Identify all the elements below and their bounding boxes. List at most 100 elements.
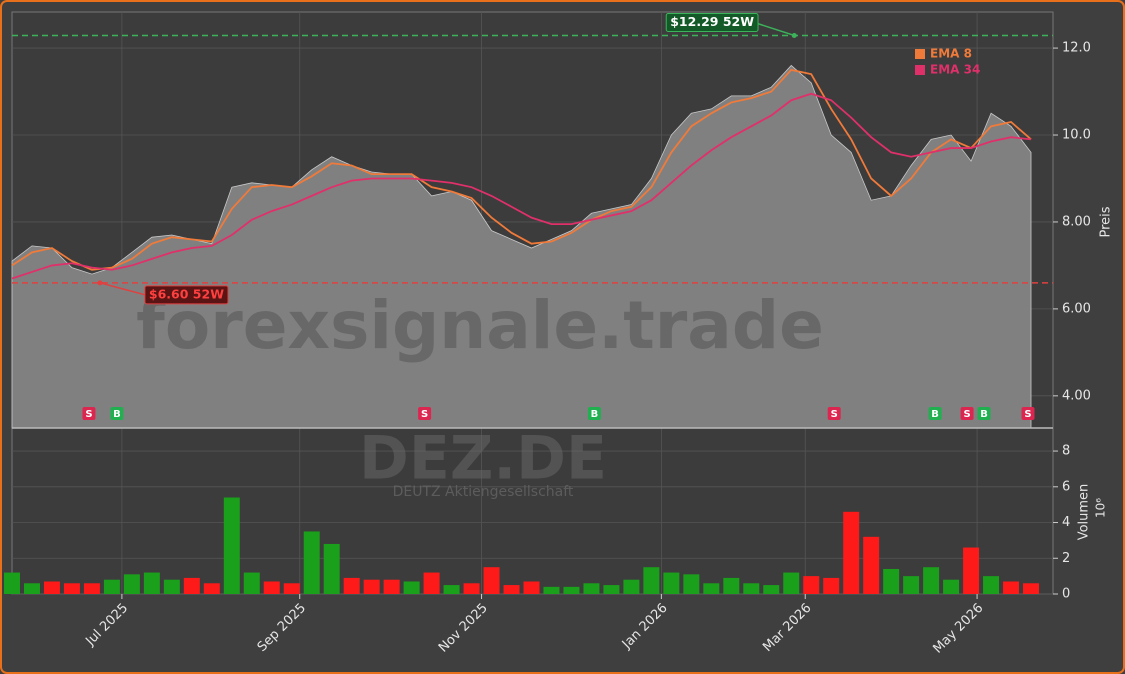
level-arrow [754, 21, 795, 37]
y2-tick-label: 8 [1062, 444, 1070, 459]
level-point [791, 32, 797, 38]
y2-tick-label: 4 [1062, 515, 1070, 530]
volume-bar [783, 572, 800, 594]
volume-bar [683, 574, 700, 594]
volume-bar [303, 531, 320, 594]
volume-bar [663, 572, 680, 594]
volume-bar [483, 567, 500, 594]
volume-bar [903, 576, 920, 594]
signal-label: S [963, 409, 970, 420]
volume-bar [523, 581, 540, 594]
volume-bar [763, 585, 780, 594]
level-label: $12.29 52W [670, 14, 754, 29]
volume-bar [403, 581, 420, 594]
volume-bar [503, 585, 520, 594]
volume-bar [83, 583, 100, 594]
y-tick-label: 10.0 [1062, 128, 1091, 143]
volume-bar [1003, 581, 1020, 594]
y2-tick-label: 2 [1062, 551, 1070, 566]
volume-bar [423, 572, 440, 594]
signal-label: B [980, 409, 988, 420]
volume-bar [943, 579, 960, 594]
ticker-watermark: DEZ.DE [359, 424, 607, 494]
volume-bar [4, 572, 20, 594]
volume-bar [103, 579, 120, 594]
volume-bar [43, 581, 60, 594]
volume-bar [23, 583, 40, 594]
volume-bar [1023, 583, 1040, 594]
volume-bar [743, 583, 760, 594]
volume-bar [583, 583, 600, 594]
legend-label: EMA 34 [930, 63, 980, 77]
signal-label: S [1024, 409, 1031, 420]
signal-marker [827, 407, 841, 420]
level-label-box [665, 12, 759, 32]
y2-axis-label: Volumen [1077, 484, 1092, 541]
volume-bar [603, 585, 620, 594]
volume-bar [623, 579, 640, 594]
volume-bar [923, 567, 940, 594]
volume-bar [643, 567, 660, 594]
legend-swatch [915, 49, 925, 59]
y-tick-label: 4.00 [1062, 388, 1091, 403]
legend-label: EMA 8 [930, 47, 972, 61]
signal-label: S [421, 409, 428, 420]
signal-label: B [931, 409, 939, 420]
volume-bar [703, 583, 720, 594]
signal-label: B [113, 409, 121, 420]
signal-marker [977, 407, 991, 420]
y-tick-label: 6.00 [1062, 301, 1091, 316]
volume-bar [243, 572, 260, 594]
marks [4, 34, 1053, 594]
watermark: forexsignale.trade [136, 287, 824, 364]
signal-marker [418, 407, 432, 420]
y2-tick-label: 0 [1062, 587, 1070, 602]
volume-bar [143, 572, 160, 594]
volume-bar [823, 577, 840, 594]
company-watermark: DEUTZ Aktiengesellschaft [393, 484, 574, 500]
volume-bar [363, 579, 380, 594]
volume-bar [963, 547, 980, 594]
y-axis-label: Preis [1099, 206, 1114, 237]
volume-bar [543, 586, 560, 594]
volume-bar [163, 579, 180, 594]
volume-bar [563, 586, 580, 594]
y-tick-label: 8.00 [1062, 214, 1091, 229]
volume-bar [883, 568, 900, 594]
level-label-box [144, 285, 229, 305]
volume-bar [723, 577, 740, 594]
legend-swatch [915, 65, 925, 75]
volume-bar [803, 576, 820, 594]
y2-axis-unit: 10⁶ [1094, 498, 1108, 518]
signal-marker [587, 407, 601, 420]
volume-bar [443, 585, 460, 594]
volume-bar [463, 583, 480, 594]
volume-bar [323, 543, 340, 594]
volume-bar [863, 536, 880, 594]
signal-marker [82, 407, 96, 420]
level-point [97, 280, 103, 286]
signal-marker [1021, 407, 1035, 420]
y2-tick-label: 6 [1062, 479, 1070, 494]
y-tick-label: 12.0 [1062, 41, 1091, 56]
signal-label: B [591, 409, 599, 420]
volume-bar [283, 583, 300, 594]
volume-bar [843, 511, 860, 594]
volume-bar [383, 579, 400, 594]
volume-bar [223, 497, 240, 594]
level-label: $6.60 52W [149, 286, 224, 301]
volume-bar [983, 576, 1000, 594]
volume-bar [343, 577, 360, 594]
volume-bar [263, 581, 280, 594]
ema-line [11, 68, 1032, 271]
level-arrow [99, 282, 146, 296]
signal-marker [960, 407, 974, 420]
volume-bar [203, 583, 220, 594]
signal-label: S [85, 409, 92, 420]
signal-marker [928, 407, 942, 420]
signal-marker [110, 407, 124, 420]
volume-bar [183, 577, 200, 594]
signal-label: S [831, 409, 838, 420]
